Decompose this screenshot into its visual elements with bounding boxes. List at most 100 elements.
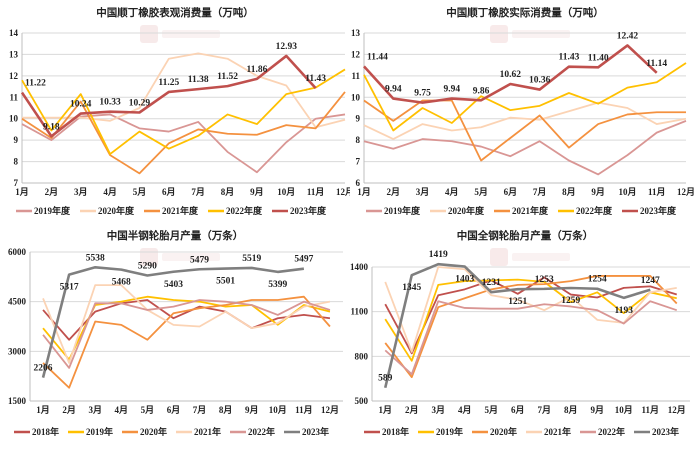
x-tick-label: 1月 xyxy=(36,405,50,415)
data-label: 1403 xyxy=(455,275,474,285)
y-tick-label: 1100 xyxy=(350,307,368,317)
legend-entry: 2021年 xyxy=(544,426,571,437)
series-line-2022年 xyxy=(42,299,331,369)
series-line-2019年 xyxy=(384,278,677,362)
y-tick-label: 13 xyxy=(9,49,19,59)
series-line-2023年度 xyxy=(20,54,317,138)
y-tick-label: 8 xyxy=(356,135,361,145)
data-label: 1251 xyxy=(508,297,527,307)
data-label: 11.44 xyxy=(367,52,388,62)
series-line-2018年 xyxy=(42,299,331,341)
chart-semi-steel-tire-output: 中国半钢轮胎月产量（万条） 1500 3000 4500 6000 1月 2月 3月 4月 5月 6… xyxy=(0,223,350,446)
data-label: 12.93 xyxy=(276,42,298,52)
data-label: 1253 xyxy=(535,275,554,285)
data-label: 11.22 xyxy=(25,79,46,89)
series-line-2021年度 xyxy=(21,91,346,175)
y-tick-label: 500 xyxy=(355,396,369,406)
y-tick-label: 800 xyxy=(355,351,369,361)
x-tick-label: 1月 xyxy=(357,187,371,197)
data-label: 5497 xyxy=(294,255,313,265)
x-tick-label: 2月 xyxy=(405,405,419,415)
data-label: 10.33 xyxy=(99,98,121,108)
x-tick-label: 8月 xyxy=(562,187,576,197)
chart-title: 中国顺丁橡胶表观消费量（万吨） xyxy=(96,6,254,19)
x-tick-label: 5月 xyxy=(484,405,498,415)
y-tick-label: 11 xyxy=(351,71,360,81)
x-tick-label: 8月 xyxy=(564,405,578,415)
data-label: 1254 xyxy=(588,275,607,285)
series-line-2019年度 xyxy=(363,120,687,176)
x-tick-label: 11月 xyxy=(295,405,313,415)
data-label: 11.43 xyxy=(305,74,326,84)
data-label: 12.42 xyxy=(617,31,639,41)
x-tick-label: 9月 xyxy=(590,405,604,415)
x-tick-label: 8月 xyxy=(219,405,233,415)
y-tick-label: 13 xyxy=(351,28,361,38)
legend-entry: 2020年度 xyxy=(448,205,485,216)
legend-entry: 2020年 xyxy=(140,426,167,437)
data-label: 11.14 xyxy=(646,59,667,69)
series-line-2023年 xyxy=(383,262,651,389)
data-label: 5290 xyxy=(138,262,157,272)
x-tick-label: 1月 xyxy=(15,187,29,197)
legend-entry: 2023年 xyxy=(302,426,329,437)
x-tick-label: 6月 xyxy=(162,187,176,197)
watermark-logo xyxy=(490,248,570,266)
legend-entry: 2022年度 xyxy=(226,205,263,216)
series-line-2022年度 xyxy=(363,62,687,132)
y-tick-label: 12 xyxy=(351,49,361,59)
data-label: 10.29 xyxy=(129,99,151,109)
series-line-2019年度 xyxy=(21,113,346,174)
data-label: 5519 xyxy=(242,254,261,264)
data-label: 5479 xyxy=(190,255,209,265)
x-tick-label: 1月 xyxy=(378,405,392,415)
y-tick-label: 7 xyxy=(356,157,361,167)
x-tick-label: 10月 xyxy=(269,405,287,415)
x-tick-label: 5月 xyxy=(474,187,488,197)
chart-title: 中国全钢轮胎月产量（万条） xyxy=(457,229,594,242)
series-line-2020年度 xyxy=(363,101,687,140)
x-tick-label: 6月 xyxy=(511,405,525,415)
x-tick-label: 11月 xyxy=(641,405,659,415)
data-label: 1419 xyxy=(429,250,448,260)
legend-entry: 2021年度 xyxy=(512,205,549,216)
legend-entry: 2019年度 xyxy=(384,205,421,216)
data-label: 1247 xyxy=(641,276,660,286)
series-line-2022年 xyxy=(384,300,678,376)
data-label: 589 xyxy=(378,374,393,384)
series-line-2020年 xyxy=(42,295,331,389)
legend-entry: 2020年 xyxy=(490,426,517,437)
y-tick-label: 9 xyxy=(14,135,19,145)
data-label: 10.24 xyxy=(70,100,92,110)
data-label: 1345 xyxy=(402,283,421,293)
x-tick-label: 8月 xyxy=(221,187,235,197)
x-tick-label: 2月 xyxy=(62,405,76,415)
y-tick-label: 4500 xyxy=(8,297,27,307)
series-line-2021年度 xyxy=(363,99,686,162)
data-label: 10.62 xyxy=(500,70,522,80)
series-line-2021年 xyxy=(42,284,331,364)
chart-svg: 中国顺丁橡胶表观消费量（万吨） 7 8 9 10 11 12 13 14 1月 2月 3月 4月 5月 6月… xyxy=(9,6,354,216)
x-tick-label: 5月 xyxy=(133,187,147,197)
x-tick-label: 4月 xyxy=(458,405,472,415)
legend-entry: 2022年度 xyxy=(576,205,613,216)
y-tick-label: 11 xyxy=(9,92,18,102)
data-label: 9.75 xyxy=(414,89,431,99)
legend-entry: 2022年 xyxy=(248,426,275,437)
series-line-2021年 xyxy=(384,266,677,353)
legend-entry: 2018年 xyxy=(382,426,409,437)
chart-all-steel-tire-output: 中国全钢轮胎月产量（万条） 500 800 1100 1400 1月 2月 3月 4月 5月 6月 7… xyxy=(350,223,700,446)
series-line-2020年 xyxy=(384,275,678,379)
x-tick-label: 9月 xyxy=(245,405,259,415)
x-tick-label: 3月 xyxy=(88,405,102,415)
x-tick-label: 9月 xyxy=(250,187,264,197)
legend-entry: 2023年度 xyxy=(290,205,327,216)
x-tick-label: 6月 xyxy=(167,405,181,415)
legend-entry: 2018年 xyxy=(32,426,59,437)
x-tick-label: 3月 xyxy=(431,405,445,415)
y-tick-label: 14 xyxy=(9,28,19,38)
x-tick-label: 7月 xyxy=(193,405,207,415)
x-tick-label: 5月 xyxy=(141,405,155,415)
data-label: 5501 xyxy=(216,277,235,287)
x-tick-label: 10月 xyxy=(618,187,636,197)
